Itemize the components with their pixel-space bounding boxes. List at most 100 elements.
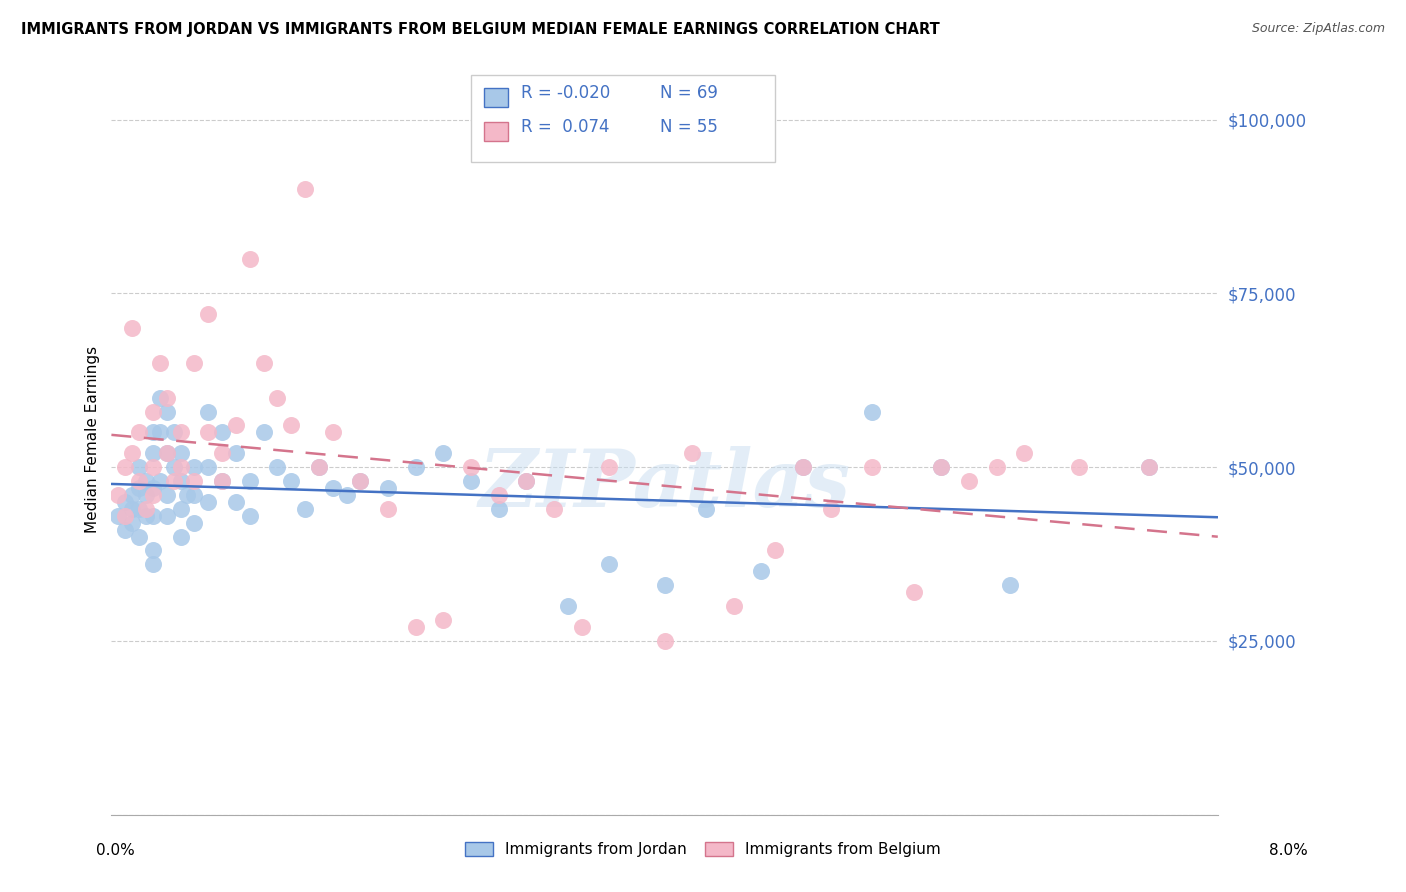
Point <box>156 446 179 460</box>
Point <box>488 488 510 502</box>
Point <box>986 460 1008 475</box>
Point <box>252 356 274 370</box>
Point <box>211 425 233 440</box>
Point <box>266 460 288 475</box>
Point <box>405 460 427 475</box>
Y-axis label: Median Female Earnings: Median Female Earnings <box>86 346 100 533</box>
Point <box>149 356 172 370</box>
Point <box>176 488 198 502</box>
Point <box>515 474 537 488</box>
Text: 8.0%: 8.0% <box>1268 843 1308 858</box>
Point <box>128 530 150 544</box>
Point <box>142 558 165 572</box>
Point <box>142 508 165 523</box>
Text: Source: ZipAtlas.com: Source: ZipAtlas.com <box>1251 22 1385 36</box>
Point <box>197 404 219 418</box>
Point <box>142 481 165 495</box>
Point <box>169 460 191 475</box>
FancyBboxPatch shape <box>471 75 775 161</box>
Point <box>460 460 482 475</box>
Point <box>156 391 179 405</box>
Point <box>114 523 136 537</box>
Point <box>294 182 316 196</box>
Point <box>239 508 262 523</box>
Text: 0.0%: 0.0% <box>96 843 135 858</box>
Point <box>149 474 172 488</box>
Point <box>377 501 399 516</box>
Point <box>860 460 883 475</box>
Text: R =  0.074: R = 0.074 <box>522 118 610 136</box>
Point <box>252 425 274 440</box>
Point <box>128 501 150 516</box>
Point <box>142 446 165 460</box>
Point <box>149 391 172 405</box>
Point <box>929 460 952 475</box>
Point <box>135 474 157 488</box>
Point <box>225 418 247 433</box>
Point <box>156 508 179 523</box>
Point <box>211 474 233 488</box>
Point <box>156 404 179 418</box>
Point <box>763 543 786 558</box>
Point <box>405 620 427 634</box>
Point <box>557 599 579 613</box>
Point <box>128 474 150 488</box>
Point <box>280 474 302 488</box>
Point <box>142 404 165 418</box>
Point <box>598 558 620 572</box>
Point <box>135 501 157 516</box>
Point <box>308 460 330 475</box>
Point <box>929 460 952 475</box>
Point <box>792 460 814 475</box>
Point <box>114 508 136 523</box>
Point <box>723 599 745 613</box>
Point <box>211 474 233 488</box>
Point <box>792 460 814 475</box>
Point <box>121 488 143 502</box>
Point <box>107 508 129 523</box>
Point <box>239 252 262 266</box>
Point <box>349 474 371 488</box>
Point <box>128 481 150 495</box>
Point <box>1137 460 1160 475</box>
Point <box>349 474 371 488</box>
Point <box>169 530 191 544</box>
Point <box>654 633 676 648</box>
Point <box>1137 460 1160 475</box>
Point <box>121 321 143 335</box>
Point <box>163 425 186 440</box>
Point <box>183 460 205 475</box>
Text: IMMIGRANTS FROM JORDAN VS IMMIGRANTS FROM BELGIUM MEDIAN FEMALE EARNINGS CORRELA: IMMIGRANTS FROM JORDAN VS IMMIGRANTS FRO… <box>21 22 939 37</box>
Point <box>294 501 316 516</box>
Point <box>1069 460 1091 475</box>
Point <box>1012 446 1035 460</box>
Text: N = 69: N = 69 <box>659 85 717 103</box>
Point <box>197 425 219 440</box>
Point <box>142 543 165 558</box>
Point <box>515 474 537 488</box>
Point <box>225 446 247 460</box>
Point <box>239 474 262 488</box>
Text: R = -0.020: R = -0.020 <box>522 85 610 103</box>
Point <box>183 516 205 530</box>
Point <box>183 356 205 370</box>
Point <box>142 425 165 440</box>
Bar <box>484 88 508 107</box>
Point <box>169 446 191 460</box>
Point <box>432 613 454 627</box>
Point <box>266 391 288 405</box>
Point <box>128 460 150 475</box>
Point <box>280 418 302 433</box>
Point <box>322 425 344 440</box>
Point <box>225 495 247 509</box>
Point <box>156 488 179 502</box>
Point <box>322 481 344 495</box>
Point <box>957 474 980 488</box>
Point <box>135 508 157 523</box>
Point <box>169 474 191 488</box>
Point <box>460 474 482 488</box>
Point <box>107 488 129 502</box>
Legend: Immigrants from Jordan, Immigrants from Belgium: Immigrants from Jordan, Immigrants from … <box>458 834 948 864</box>
Point <box>197 460 219 475</box>
Point <box>751 565 773 579</box>
